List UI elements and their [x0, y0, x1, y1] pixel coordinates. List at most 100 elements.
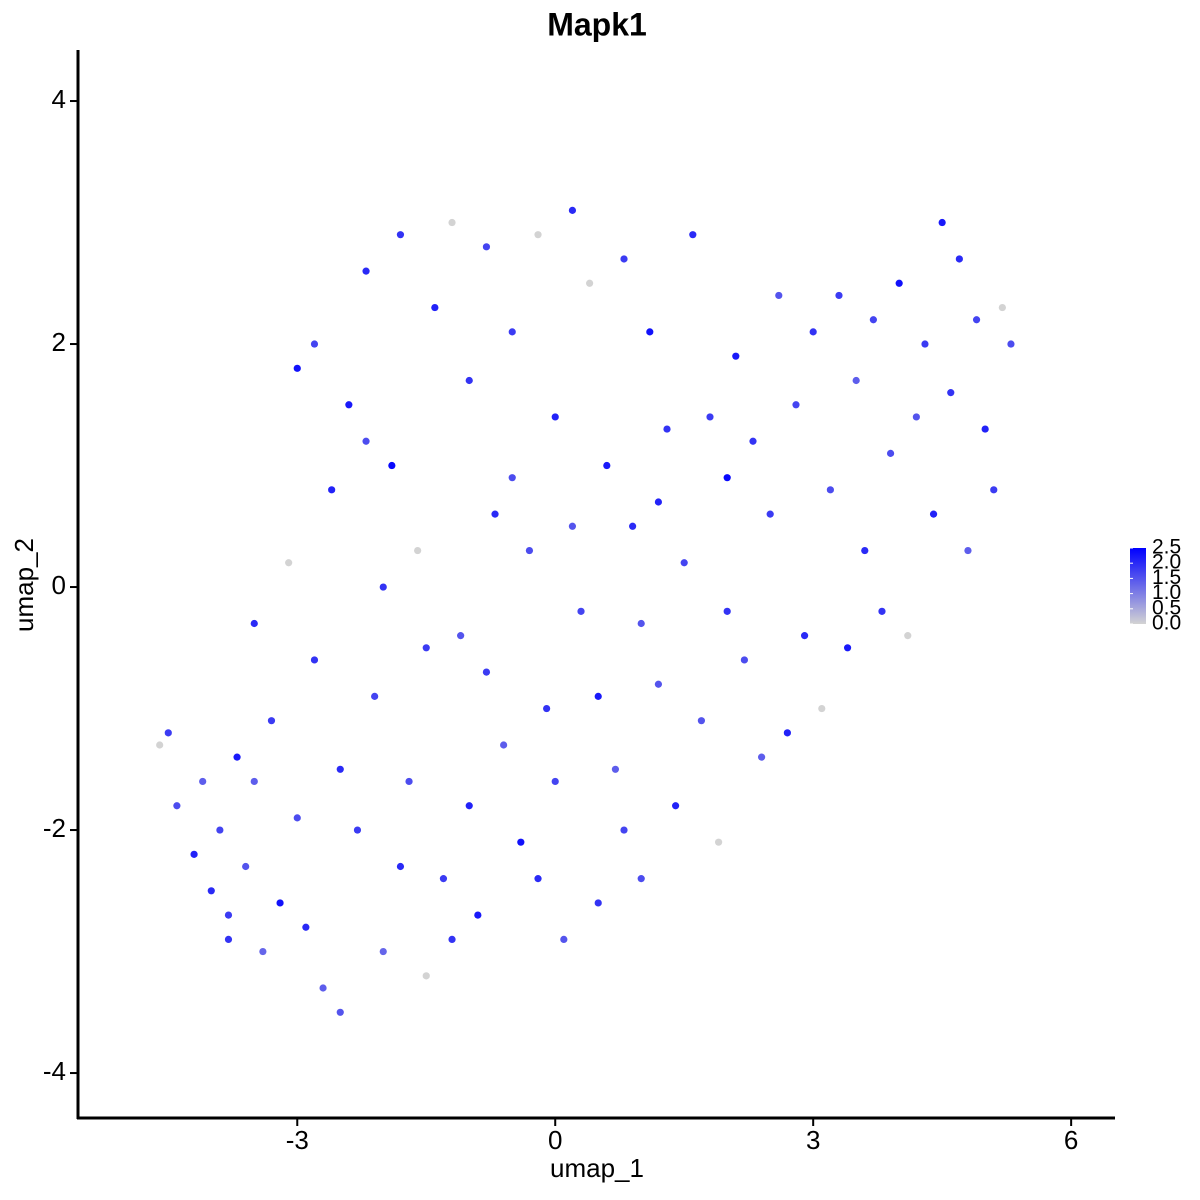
point [190, 850, 198, 858]
point [929, 510, 938, 518]
point [353, 826, 362, 834]
point [586, 279, 594, 287]
point [250, 777, 258, 786]
point [654, 680, 663, 688]
point [689, 231, 697, 239]
point [611, 765, 620, 773]
y-axis-label: umap_2 [9, 538, 39, 632]
point [285, 559, 293, 567]
point [233, 753, 241, 761]
point [310, 656, 319, 664]
x-axis-label: umap_1 [550, 1153, 644, 1183]
point [878, 607, 886, 615]
point [972, 316, 981, 324]
point [577, 607, 585, 615]
point [224, 911, 233, 919]
colorbar-label: 2.5 [1152, 536, 1181, 559]
point [723, 607, 731, 615]
x-tick-label: 0 [548, 1125, 562, 1155]
point [525, 546, 534, 555]
point [457, 632, 465, 640]
point [672, 802, 680, 810]
point [715, 838, 723, 846]
point [603, 461, 611, 470]
point [534, 875, 542, 883]
point [697, 717, 706, 725]
point [517, 838, 525, 846]
point [362, 267, 370, 275]
point [637, 619, 645, 628]
point [835, 291, 843, 300]
point [491, 510, 499, 518]
point [396, 862, 405, 871]
y-tick-label: -2 [43, 813, 66, 843]
point [826, 486, 834, 494]
x-tick-label: -3 [286, 1125, 309, 1155]
point [482, 243, 491, 251]
point [371, 692, 379, 700]
point [173, 802, 181, 810]
y-tick-label: -4 [43, 1056, 66, 1086]
point [766, 510, 774, 518]
point [551, 777, 559, 786]
point [362, 437, 370, 445]
point [551, 413, 559, 421]
point [439, 875, 448, 883]
point [414, 546, 422, 555]
point [568, 522, 577, 530]
point [809, 328, 817, 336]
colorbar-label: 0.0 [1152, 612, 1181, 635]
point [792, 401, 800, 409]
point [775, 291, 783, 300]
point [818, 704, 826, 713]
point [250, 619, 258, 628]
point [955, 255, 963, 263]
point [594, 692, 602, 700]
colorbar [1130, 548, 1146, 624]
point [388, 461, 396, 470]
point [216, 826, 224, 834]
x-tick-label: 6 [1064, 1125, 1078, 1155]
y-tick-label: 2 [52, 327, 66, 357]
point [637, 875, 645, 883]
point [800, 632, 809, 640]
point [482, 668, 491, 676]
point [732, 352, 740, 360]
point [757, 753, 766, 761]
point [336, 765, 344, 773]
point [663, 425, 671, 433]
point [336, 1008, 344, 1016]
point [242, 862, 250, 871]
point [912, 413, 920, 421]
point [224, 935, 233, 943]
point [921, 340, 929, 348]
point [843, 644, 852, 652]
point [319, 984, 327, 992]
point [379, 583, 387, 591]
point [861, 546, 869, 555]
point [947, 389, 955, 397]
point [508, 474, 516, 482]
point [500, 741, 508, 749]
y-tick-label: 4 [52, 84, 66, 114]
point [740, 656, 748, 664]
point [568, 206, 577, 214]
point [164, 729, 172, 737]
point [431, 303, 439, 312]
point [620, 826, 628, 834]
point [620, 255, 628, 263]
point [990, 486, 998, 494]
point [259, 947, 267, 956]
y-tick-label: 0 [52, 570, 66, 600]
point [594, 899, 602, 907]
point [629, 522, 637, 530]
point [465, 802, 473, 810]
colorbar-label: 2.0 [1152, 551, 1181, 574]
point [276, 899, 284, 907]
point [508, 328, 516, 336]
point [543, 704, 551, 713]
point [405, 777, 413, 786]
point [852, 376, 860, 385]
